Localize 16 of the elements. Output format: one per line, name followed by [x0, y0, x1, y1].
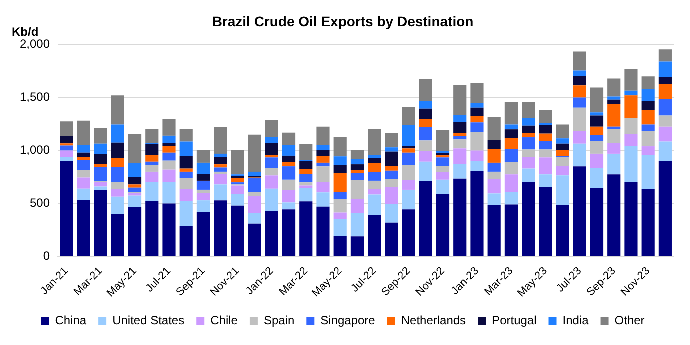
- chart-title: Brazil Crude Oil Exports by Destination: [212, 13, 474, 30]
- legend-label: Spain: [264, 313, 295, 328]
- legend-label: China: [55, 313, 87, 328]
- legend-label: Netherlands: [401, 313, 466, 328]
- legend-label: Other: [614, 313, 645, 328]
- y-tick-label: 1,500: [20, 90, 50, 104]
- legend-label: Chile: [210, 313, 238, 328]
- y-axis-title: Kb/d: [12, 25, 39, 40]
- y-tick-label: 500: [30, 196, 50, 210]
- legend-label: Portugal: [492, 313, 537, 328]
- legend-label: India: [562, 313, 590, 328]
- y-tick-label: 1,000: [20, 143, 50, 158]
- legend-label: United States: [112, 313, 185, 328]
- legend-label: Singapore: [320, 313, 376, 328]
- y-tick-label: 0: [43, 249, 50, 264]
- y-tick-label: 2,000: [20, 37, 50, 52]
